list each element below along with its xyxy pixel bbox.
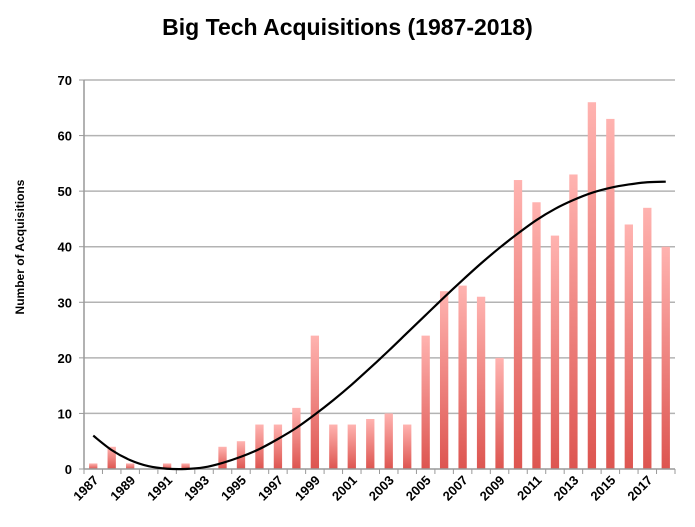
x-tick-label: 1991 [144,473,175,504]
x-tick-label: 2013 [550,473,581,504]
bar-2017 [643,207,652,470]
bar-1997 [273,424,283,469]
x-tick-label: 1997 [255,473,286,504]
bar-1987 [89,463,98,469]
x-tick-label: 2003 [366,473,397,504]
y-tick-label: 40 [58,240,72,255]
bar-1994 [218,446,227,469]
bars [89,102,670,470]
x-tick-label: 2009 [477,473,508,504]
bar-1996 [255,424,264,469]
bar-1998 [292,407,301,469]
bar-1995 [236,441,246,469]
bar-2000 [329,424,338,469]
y-tick-label: 70 [58,73,72,88]
x-tick-label: 2001 [329,473,360,504]
bar-2010 [513,180,523,469]
bar-2005 [421,335,430,469]
bar-2003 [384,413,393,469]
bar-1999 [310,335,320,469]
bar-2011 [532,202,541,469]
y-tick-label: 60 [58,129,72,144]
x-tick-labels: 1987 1989 1991 1993 1995 1997 1999 2001 2003 2005… [70,473,655,504]
x-tick-label: 1987 [70,473,101,504]
y-tick-label: 30 [58,295,72,310]
bar-2006 [439,291,449,469]
bar-2001 [347,424,356,469]
x-tick-label: 2011 [514,473,545,504]
y-tick-label: 20 [58,351,72,366]
x-tick-label: 1993 [181,473,212,504]
axes [83,80,676,474]
x-tick-label: 1989 [107,473,138,504]
bar-1989 [126,463,135,469]
bar-2002 [366,418,375,469]
bar-2004 [403,424,412,469]
bar-1991 [162,463,172,469]
bar-2009 [495,357,504,469]
x-tick-label: 1995 [218,473,249,504]
bar-1988 [107,446,116,469]
chart-title: Big Tech Acquisitions (1987-2018) [162,14,533,40]
trendline [92,180,666,471]
gridlines [79,79,675,470]
x-tick-label: 2005 [403,473,434,504]
y-tick-label: 10 [58,406,72,421]
bar-2008 [476,296,486,469]
bar-2016 [624,224,633,469]
y-tick-label: 0 [65,462,72,477]
x-tick-label: 1999 [292,473,323,504]
bar-1992 [181,463,190,469]
bar-2012 [550,235,560,469]
bar-2015 [606,118,615,470]
bar-2014 [587,102,597,469]
x-tick-label: 2015 [587,473,618,504]
bar-2013 [569,174,578,469]
bar-2018 [661,246,670,469]
x-tick-label: 2017 [624,473,655,504]
x-tick-label: 2007 [440,473,471,504]
y-tick-labels: 0 10 20 30 40 50 60 70 [58,73,72,477]
bar-2007 [458,285,467,469]
y-tick-label: 50 [58,184,72,199]
